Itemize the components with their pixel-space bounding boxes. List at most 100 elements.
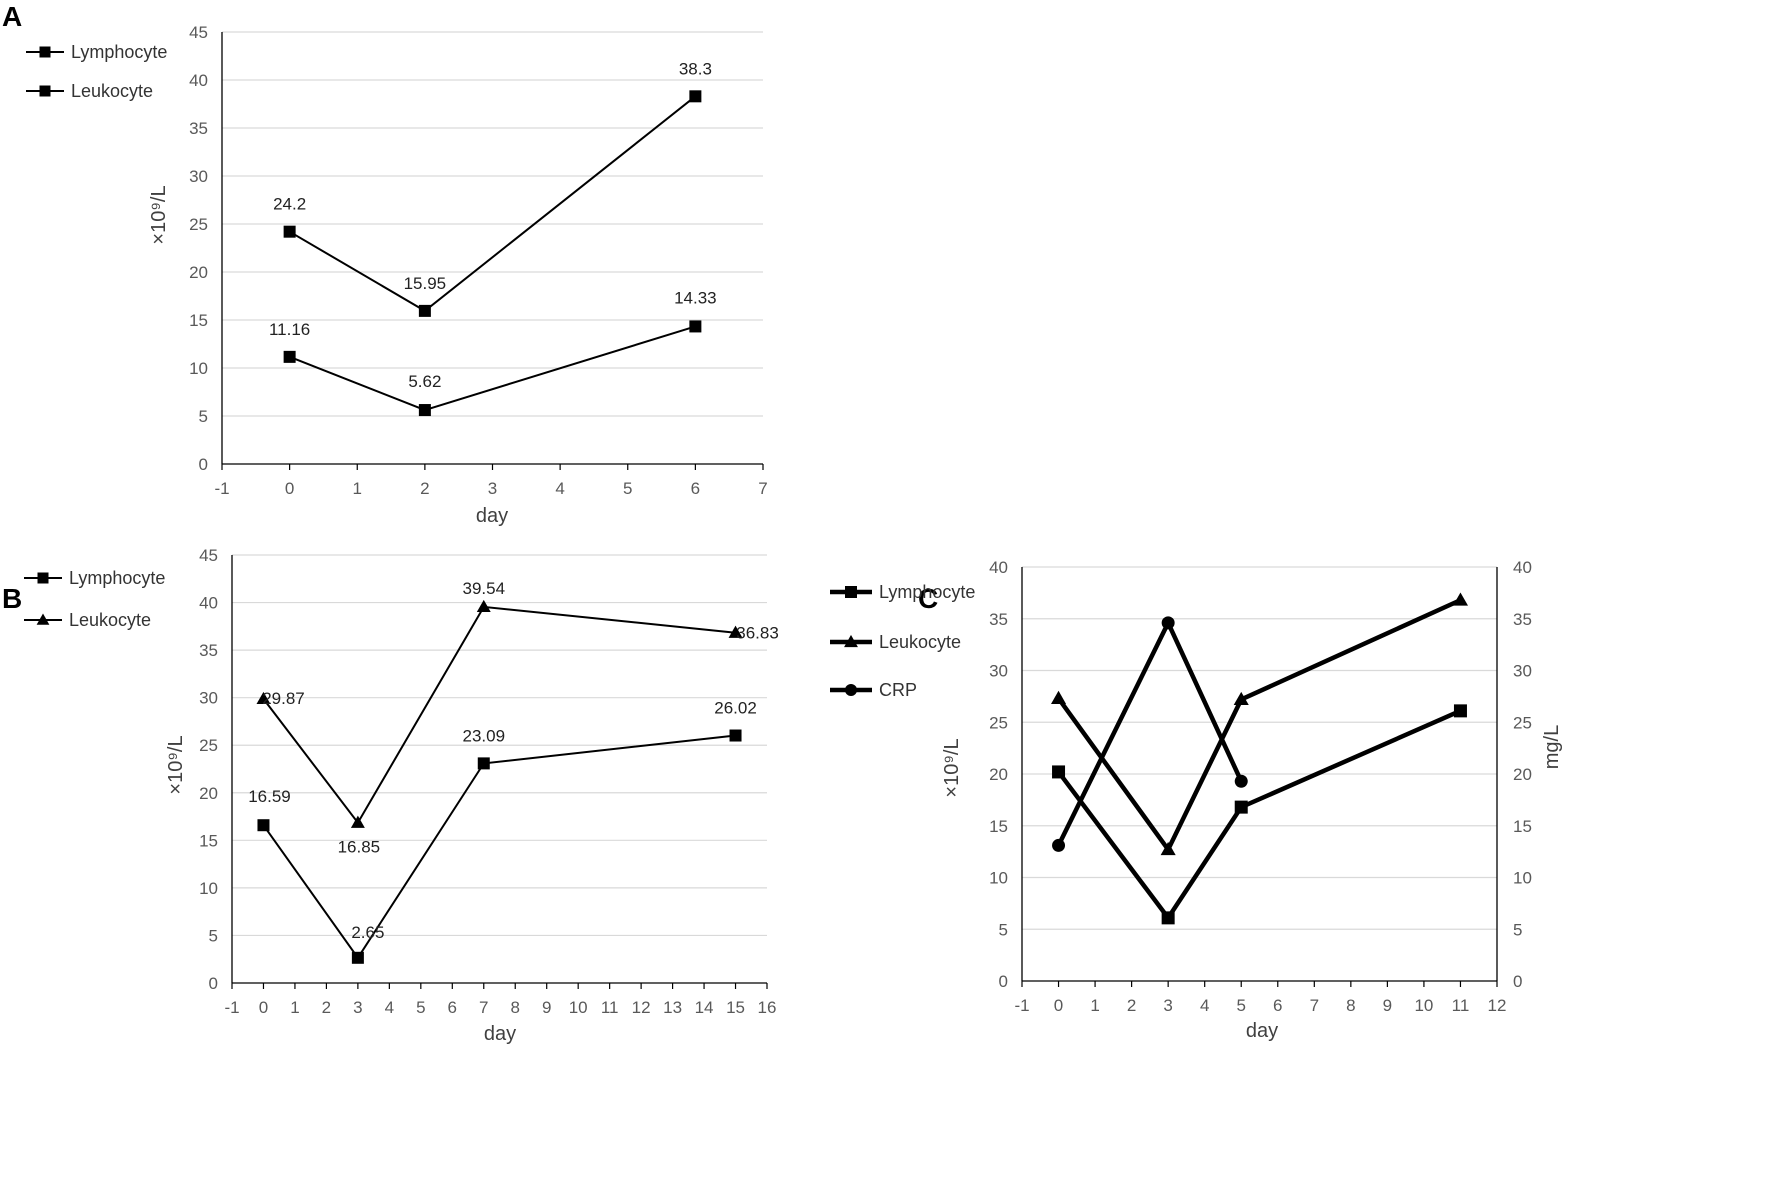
chart-b-ytick-label: 35 [199, 641, 218, 660]
chart-c-y2tick-label: 15 [1513, 817, 1532, 836]
chart-b-xtick-label: 13 [663, 998, 682, 1017]
chart-c-xtick-label: 6 [1273, 996, 1282, 1015]
chart-a-xtick-label: 5 [623, 479, 632, 498]
chart-b-leukocyte-data-label: 39.54 [462, 579, 505, 598]
chart-c-ytick-label: 10 [989, 869, 1008, 888]
chart-a-lymphocyte-data-label: 11.16 [269, 320, 310, 339]
figure: A B C 051015202530354045-1 0 1 2 3 4 5 6 7day×10… [0, 0, 1772, 1194]
chart-c-xtick-label: 5 [1236, 996, 1245, 1015]
chart-a-xtick-label: 0 [285, 479, 294, 498]
chart-b-xtick-label: -1 [224, 998, 239, 1017]
chart-a-xtick-label: 2 [420, 479, 429, 498]
chart-b-ytick-label: 40 [199, 594, 218, 613]
chart-c-xtick-label: -1 [1014, 996, 1029, 1015]
chart-c-ytick-label: 20 [989, 765, 1008, 784]
chart-b-xtick-label: 16 [758, 998, 777, 1017]
chart-a-ytick-label: 45 [189, 23, 208, 42]
chart-c-legend-label-crp: CRP [879, 680, 917, 700]
chart-a-lymphocyte-point [284, 351, 296, 363]
chart-b-xtick-label: 2 [322, 998, 331, 1017]
chart-a-lymphocyte-data-label: 14.33 [674, 288, 717, 307]
chart-c-legend-marker-crp [845, 684, 857, 696]
chart-c-y2tick-label: 35 [1513, 610, 1532, 629]
chart-a-leukocyte-point [689, 90, 701, 102]
chart-a-legend-marker-leukocyte [40, 86, 51, 97]
chart-c-y2tick-label: 40 [1513, 558, 1532, 577]
chart-b-xtick-label: 4 [385, 998, 394, 1017]
chart-b-ytick-label: 10 [199, 879, 218, 898]
chart-a-leukocyte-data-label: 38.3 [679, 59, 712, 78]
chart-b-ytick-label: 45 [199, 546, 218, 565]
chart-c-xtick-label: 7 [1310, 996, 1319, 1015]
chart-a-ytick-label: 10 [189, 359, 208, 378]
chart-c-ytick-label: 15 [989, 817, 1008, 836]
chart-c-xlabel: day [1246, 1020, 1278, 1042]
chart-b-xtick-label: 6 [448, 998, 457, 1017]
chart-b-ytick-label: 15 [199, 831, 218, 850]
chart-c-lymphocyte-point [1235, 801, 1248, 814]
chart-c-legend-marker-lymphocyte [845, 586, 857, 598]
chart-c-xtick-label: 9 [1383, 996, 1392, 1015]
chart-c-crp-point [1235, 775, 1248, 788]
chart-c-crp-point [1162, 616, 1175, 629]
chart-a-ytick-label: 0 [199, 455, 208, 474]
chart-b-legend-marker-lymphocyte [38, 573, 49, 584]
chart-b-legend-label-leukocyte: Leukocyte [69, 610, 151, 630]
chart-c-lymphocyte-line [1059, 711, 1461, 918]
chart-c-legend-label-leukocyte: Leukocyte [879, 632, 961, 652]
chart-c-xtick-label: 10 [1414, 996, 1433, 1015]
chart-c-lymphocyte-point [1454, 704, 1467, 717]
chart-a-xtick-label: 4 [555, 479, 564, 498]
chart-a-ytick-label: 35 [189, 119, 208, 138]
chart-b-xtick-label: 9 [542, 998, 551, 1017]
chart-c-xtick-label: 2 [1127, 996, 1136, 1015]
chart-b-leukocyte-data-label: 36.83 [736, 624, 779, 643]
panel-letter-a: A [2, 1, 22, 32]
chart-a-ylabel: ×10⁹/L [148, 185, 170, 244]
chart-b-lymphocyte-point [730, 730, 742, 742]
chart-b-xtick-label: 15 [726, 998, 745, 1017]
chart-a-legend-label-leukocyte: Leukocyte [71, 81, 153, 101]
chart-c-ytick-label: 30 [989, 662, 1008, 681]
chart-c-ytick-label: 40 [989, 558, 1008, 577]
chart-a-ytick-label: 30 [189, 167, 208, 186]
chart-b-leukocyte-point [477, 600, 491, 612]
chart-c-y2tick-label: 20 [1513, 765, 1532, 784]
chart-b-xtick-label: 1 [290, 998, 299, 1017]
chart-a-ytick-label: 20 [189, 263, 208, 282]
chart-b-lymphocyte-data-label: 23.09 [462, 726, 505, 745]
chart-b-ylabel: ×10⁹/L [165, 735, 187, 794]
chart-a-legend-marker-lymphocyte [40, 47, 51, 58]
chart-b-legend-label-lymphocyte: Lymphocyte [69, 568, 165, 588]
chart-c-ytick-label: 35 [989, 610, 1008, 629]
chart-c-y2tick-label: 30 [1513, 662, 1532, 681]
chart-a-ytick-label: 5 [199, 407, 208, 426]
chart-c-ytick-label: 0 [999, 972, 1008, 991]
chart-c-y2tick-label: 5 [1513, 920, 1522, 939]
chart-b-ytick-label: 25 [199, 736, 218, 755]
chart-c-y2tick-label: 10 [1513, 869, 1532, 888]
chart-a-xtick-label: 7 [758, 479, 767, 498]
chart-c-xtick-label: 12 [1488, 996, 1507, 1015]
chart-c-xtick-label: 3 [1163, 996, 1172, 1015]
chart-c-y2tick-label: 0 [1513, 972, 1522, 991]
chart-c-ylabel: ×10⁹/L [941, 738, 963, 797]
chart-b-lymphocyte-point [352, 952, 364, 964]
chart-c-xtick-label: 4 [1200, 996, 1209, 1015]
chart-b-xtick-label: 12 [632, 998, 651, 1017]
chart-c-y2label: mg/L [1541, 725, 1563, 769]
chart-b-ytick-label: 30 [199, 689, 218, 708]
chart-b-xtick-label: 11 [601, 998, 619, 1017]
chart-b-lymphocyte-data-label: 2.65 [351, 923, 384, 942]
chart-b-xtick-label: 3 [353, 998, 362, 1017]
chart-b-lymphocyte-data-label: 26.02 [714, 699, 757, 718]
chart-b-xtick-label: 10 [569, 998, 588, 1017]
chart-c-lymphocyte-point [1162, 911, 1175, 924]
chart-c-ytick-label: 5 [999, 920, 1008, 939]
chart-b-xtick-label: 8 [511, 998, 520, 1017]
chart-b-lymphocyte-data-label: 16.59 [248, 787, 291, 806]
chart-c-xtick-label: 1 [1090, 996, 1099, 1015]
chart-a-lymphocyte-data-label: 5.62 [408, 372, 441, 391]
